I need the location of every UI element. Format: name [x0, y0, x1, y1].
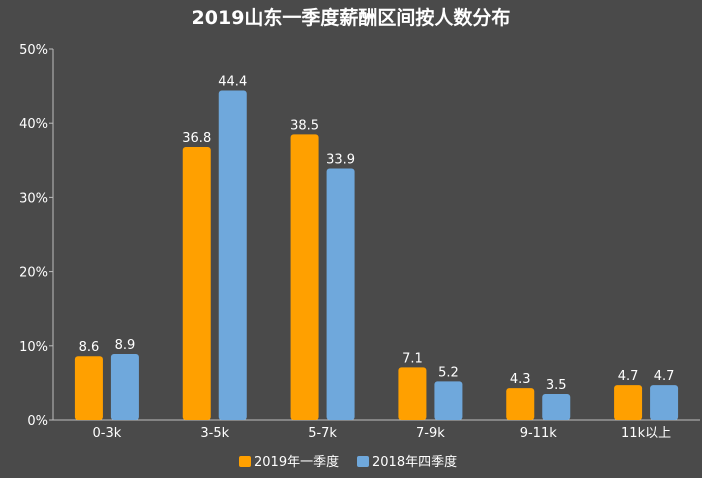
- bar-s1-3-5k: [182, 146, 211, 420]
- y-tick-label: 10%: [19, 340, 48, 355]
- y-tick-label: 20%: [19, 266, 48, 281]
- y-axis: 0% 10% 20% 30% 40% 50%: [19, 43, 54, 429]
- data-label: 8.9: [115, 338, 136, 353]
- x-category-label: 7-9k: [416, 426, 445, 441]
- data-label: 4.7: [618, 369, 639, 384]
- bars-group: [74, 90, 679, 420]
- chart-title: 2019山东一季度薪酬区间按人数分布: [192, 6, 511, 29]
- data-label: 38.5: [290, 118, 319, 133]
- legend-label: 2018年四季度: [372, 454, 457, 470]
- data-label: 3.5: [546, 378, 567, 393]
- legend-swatch: [357, 456, 369, 467]
- bar-s1-5-7k: [290, 134, 319, 420]
- legend-label: 2019年一季度: [254, 454, 339, 470]
- data-label: 44.4: [218, 75, 247, 90]
- data-label: 4.7: [654, 369, 675, 384]
- y-tick-label: 40%: [19, 117, 48, 132]
- x-category-label: 0-3k: [93, 426, 122, 441]
- legend-swatch: [239, 456, 251, 467]
- bar-s2-11k以上: [650, 385, 679, 420]
- x-category-label: 9-11k: [520, 426, 558, 441]
- bar-s1-7-9k: [398, 367, 427, 420]
- bar-s2-5-7k: [326, 168, 355, 420]
- y-tick-label: 50%: [19, 43, 48, 58]
- bar-s1-9-11k: [506, 388, 535, 420]
- bar-s2-7-9k: [434, 381, 463, 420]
- data-labels-group: 8.6 36.8 38.5 7.1 4.3 4.7 8.9 44.4 33.9 5.2 3.5 4.7: [79, 75, 675, 393]
- data-label: 33.9: [326, 152, 355, 167]
- x-category-label: 11k以上: [621, 426, 671, 441]
- bar-s2-3-5k: [218, 90, 247, 420]
- x-axis: 0-3k 3-5k 5-7k 7-9k 9-11k 11k以上: [53, 419, 700, 441]
- data-label: 4.3: [510, 372, 531, 387]
- x-category-label: 3-5k: [200, 426, 229, 441]
- data-label: 36.8: [182, 131, 211, 146]
- bar-s1-11k以上: [614, 385, 643, 420]
- bar-s2-9-11k: [542, 394, 571, 420]
- data-label: 5.2: [438, 365, 459, 380]
- x-category-label: 5-7k: [308, 426, 337, 441]
- y-tick-label: 30%: [19, 191, 48, 206]
- legend: 2019年一季度 2018年四季度: [239, 454, 457, 470]
- bar-s2-0-3k: [110, 353, 139, 420]
- bar-s1-0-3k: [74, 356, 103, 420]
- data-label: 8.6: [79, 340, 100, 355]
- data-label: 7.1: [402, 351, 423, 366]
- y-tick-label: 0%: [27, 414, 48, 429]
